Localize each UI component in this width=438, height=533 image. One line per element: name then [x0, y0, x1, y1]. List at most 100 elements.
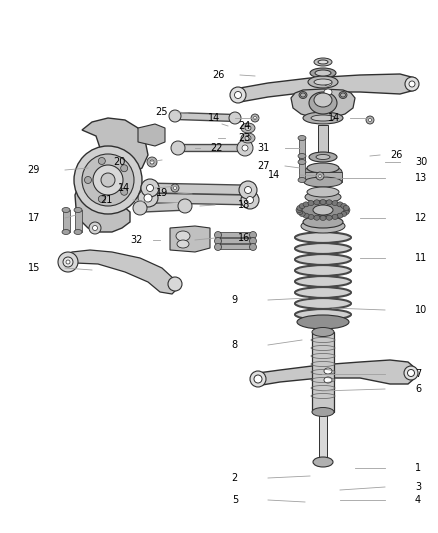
Ellipse shape: [409, 81, 415, 87]
Ellipse shape: [303, 202, 309, 207]
Text: 32: 32: [131, 235, 143, 245]
Text: 15: 15: [28, 263, 40, 273]
Ellipse shape: [133, 201, 147, 215]
Polygon shape: [62, 250, 178, 294]
Ellipse shape: [340, 93, 346, 97]
Ellipse shape: [299, 204, 305, 208]
Ellipse shape: [313, 205, 333, 215]
Ellipse shape: [405, 77, 419, 91]
Ellipse shape: [320, 199, 326, 205]
Ellipse shape: [314, 215, 320, 220]
Ellipse shape: [297, 315, 349, 329]
Ellipse shape: [311, 115, 335, 121]
Bar: [297, 278, 349, 285]
Ellipse shape: [98, 157, 105, 165]
Bar: [218, 232, 253, 237]
Text: 9: 9: [232, 295, 238, 305]
Text: 10: 10: [415, 305, 427, 315]
Ellipse shape: [310, 68, 336, 78]
Ellipse shape: [297, 205, 303, 211]
Ellipse shape: [324, 377, 332, 383]
Ellipse shape: [74, 207, 82, 213]
Text: 4: 4: [415, 495, 421, 505]
Ellipse shape: [250, 238, 257, 245]
Text: 1: 1: [415, 463, 421, 473]
Ellipse shape: [299, 212, 305, 216]
Text: 24: 24: [238, 121, 251, 131]
Ellipse shape: [245, 125, 251, 131]
Ellipse shape: [314, 58, 332, 66]
Ellipse shape: [298, 154, 306, 158]
Ellipse shape: [89, 222, 101, 234]
Ellipse shape: [318, 174, 321, 177]
Bar: [297, 256, 349, 263]
Bar: [299, 138, 305, 162]
Ellipse shape: [332, 214, 338, 220]
Text: 7: 7: [415, 369, 421, 379]
Ellipse shape: [121, 165, 128, 172]
Ellipse shape: [299, 92, 307, 99]
Ellipse shape: [177, 240, 189, 248]
Ellipse shape: [121, 188, 128, 195]
Text: 14: 14: [208, 113, 220, 123]
Ellipse shape: [146, 184, 153, 191]
Text: 29: 29: [28, 165, 40, 175]
Bar: [218, 238, 253, 243]
Text: 11: 11: [415, 253, 427, 263]
Polygon shape: [138, 124, 165, 146]
Ellipse shape: [85, 176, 92, 183]
Ellipse shape: [296, 207, 302, 213]
Ellipse shape: [169, 110, 181, 122]
Ellipse shape: [242, 145, 248, 151]
Ellipse shape: [314, 93, 332, 107]
Ellipse shape: [343, 209, 349, 215]
Bar: [319, 412, 327, 462]
Text: 12: 12: [415, 213, 427, 223]
Ellipse shape: [300, 93, 305, 97]
Text: 5: 5: [232, 495, 238, 505]
Ellipse shape: [150, 160, 154, 164]
Bar: [304, 172, 342, 182]
Text: 31: 31: [258, 143, 270, 153]
Ellipse shape: [308, 76, 338, 88]
Ellipse shape: [314, 79, 332, 85]
Ellipse shape: [254, 375, 262, 383]
Ellipse shape: [101, 173, 115, 187]
Ellipse shape: [337, 213, 343, 218]
Ellipse shape: [74, 146, 142, 214]
Ellipse shape: [298, 159, 306, 165]
Polygon shape: [170, 226, 210, 252]
Ellipse shape: [93, 165, 123, 195]
Ellipse shape: [308, 214, 314, 220]
Ellipse shape: [324, 368, 332, 374]
Ellipse shape: [176, 231, 190, 241]
Ellipse shape: [251, 114, 259, 122]
Bar: [218, 244, 253, 249]
Ellipse shape: [316, 172, 324, 180]
Text: 14: 14: [268, 170, 280, 180]
Ellipse shape: [66, 260, 70, 264]
Ellipse shape: [324, 89, 332, 95]
Text: 13: 13: [415, 173, 427, 183]
Ellipse shape: [304, 165, 342, 179]
Text: 18: 18: [238, 200, 250, 210]
Ellipse shape: [144, 194, 152, 202]
Text: 27: 27: [258, 161, 270, 171]
Ellipse shape: [173, 187, 177, 190]
Ellipse shape: [304, 177, 342, 187]
Ellipse shape: [339, 92, 347, 99]
Ellipse shape: [168, 277, 182, 291]
Ellipse shape: [307, 163, 339, 173]
Ellipse shape: [314, 200, 320, 205]
Ellipse shape: [62, 207, 70, 213]
Ellipse shape: [237, 140, 253, 156]
Ellipse shape: [303, 216, 343, 228]
Ellipse shape: [147, 157, 157, 167]
Ellipse shape: [297, 209, 303, 215]
Bar: [312, 332, 334, 412]
Bar: [297, 300, 349, 307]
Ellipse shape: [326, 200, 332, 205]
Text: 6: 6: [415, 384, 421, 394]
Ellipse shape: [215, 244, 222, 251]
Ellipse shape: [298, 177, 306, 182]
